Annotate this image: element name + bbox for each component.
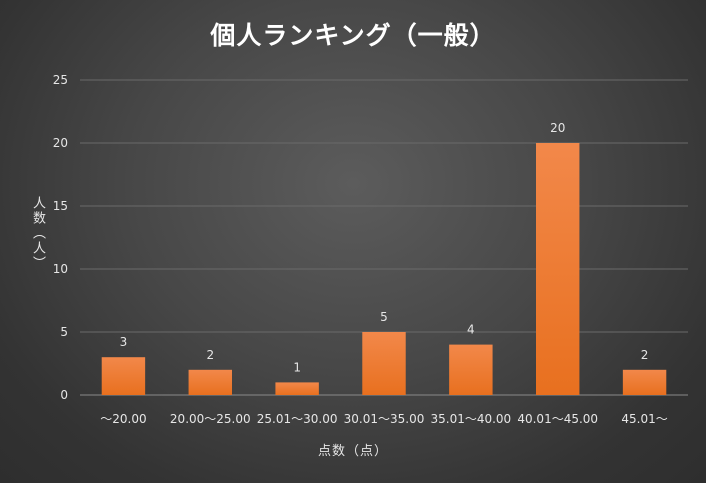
x-axis-label: 点数（点） xyxy=(317,444,388,459)
y-tick-label: 5 xyxy=(60,325,68,339)
x-tick-label: 25.01～30.00 xyxy=(257,412,338,426)
data-label: 5 xyxy=(380,310,388,324)
y-tick-label: 0 xyxy=(60,388,68,402)
bar xyxy=(101,357,146,395)
data-label: 1 xyxy=(293,360,301,374)
y-tick-label: 20 xyxy=(53,136,68,150)
x-tick-label: 45.01～ xyxy=(621,412,667,426)
y-tick-label: 10 xyxy=(53,262,68,276)
bar xyxy=(188,369,232,395)
bar xyxy=(449,344,493,395)
data-label: 2 xyxy=(641,348,649,362)
x-tick-label: 35.01～40.00 xyxy=(430,412,511,426)
data-label: 2 xyxy=(206,348,214,362)
bar xyxy=(536,143,580,395)
x-tick-label: 20.00～25.00 xyxy=(170,412,251,426)
x-tick-label: ～20.00 xyxy=(100,412,146,426)
y-tick-label: 15 xyxy=(53,199,68,213)
bar xyxy=(622,369,667,395)
data-label: 3 xyxy=(120,335,128,349)
y-tick-label: 25 xyxy=(53,73,68,87)
chart-title: 個人ランキング（一般） xyxy=(210,21,496,50)
x-tick-label: 30.01～35.00 xyxy=(344,412,425,426)
bar xyxy=(362,332,406,395)
x-tick-label: 40.01～45.00 xyxy=(517,412,598,426)
data-label: 20 xyxy=(550,121,565,135)
bar xyxy=(275,382,319,395)
data-label: 4 xyxy=(467,323,475,337)
y-axis-label: 人数（人） xyxy=(30,196,45,271)
